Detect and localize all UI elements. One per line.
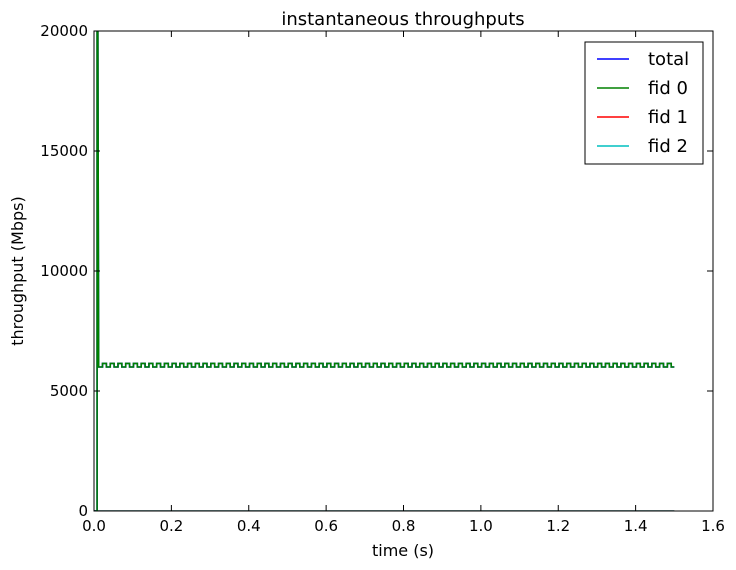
legend-box <box>584 41 704 165</box>
x-tick-label: 1.6 <box>701 517 725 535</box>
y-tick-label: 0 <box>78 502 88 520</box>
series-line-fid-0 <box>94 31 675 511</box>
y-tick-label: 15000 <box>40 142 88 160</box>
x-tick-label: 1.0 <box>469 517 493 535</box>
x-tick-label: 0.0 <box>82 517 106 535</box>
y-axis-label: throughput (Mbps) <box>8 196 27 345</box>
x-tick-label: 0.4 <box>237 517 261 535</box>
x-tick-label: 1.2 <box>546 517 570 535</box>
x-tick-label: 0.6 <box>314 517 338 535</box>
x-tick-label: 1.4 <box>624 517 648 535</box>
axis-ticks: 0.0 0.2 0.4 0.6 0.8 1.0 1.2 1.4 1.6 0 5000 10000 150… <box>40 22 725 535</box>
legend-label-total: total <box>648 49 689 70</box>
y-tick-label: 20000 <box>40 22 88 40</box>
y-tick-label: 5000 <box>50 382 88 400</box>
legend: total fid 0 fid 1 fid 2 <box>584 41 704 165</box>
x-tick-label: 0.8 <box>392 517 416 535</box>
y-tick-label: 10000 <box>40 262 88 280</box>
legend-label-fid-2: fid 2 <box>648 136 688 157</box>
x-tick-label: 0.2 <box>159 517 183 535</box>
chart-title: instantaneous throughputs <box>281 9 524 30</box>
legend-label-fid-0: fid 0 <box>648 78 688 99</box>
legend-label-fid-1: fid 1 <box>648 107 688 128</box>
x-axis-label: time (s) <box>372 541 434 560</box>
